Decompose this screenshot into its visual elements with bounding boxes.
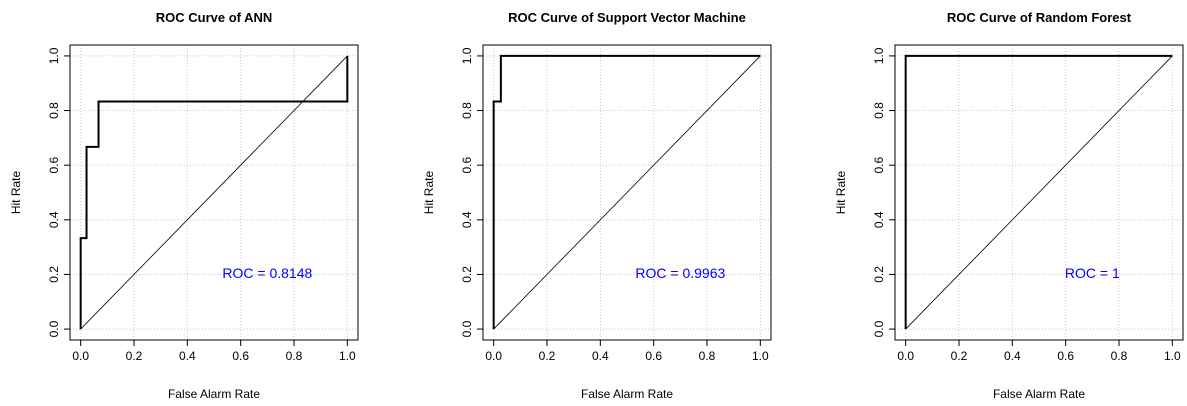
- roc-curve: [79, 55, 349, 330]
- chart-title: ROC Curve of ANN: [156, 10, 273, 25]
- x-tick-label: 1.0: [339, 349, 356, 363]
- x-tick-label: 0.0: [897, 349, 914, 363]
- x-tick-label: 0.8: [699, 349, 716, 363]
- diagonal-line: [80, 55, 348, 330]
- y-tick-label: 0.0: [47, 320, 61, 337]
- y-axis-label: Hit Rate: [834, 171, 848, 215]
- plot-frame: [69, 44, 359, 341]
- x-axis-label: False Alarm Rate: [581, 387, 673, 401]
- y-axis-label: Hit Rate: [422, 171, 436, 215]
- chart-title: ROC Curve of Support Vector Machine: [508, 10, 746, 25]
- roc-annotation: ROC = 0.8148: [222, 265, 312, 281]
- y-tick-label: 0.6: [872, 157, 886, 174]
- x-tick-label: 0.8: [286, 349, 303, 363]
- x-tick-label: 0.4: [179, 349, 196, 363]
- x-tick-label: 0.2: [951, 349, 968, 363]
- roc-annotation: ROC = 0.9963: [635, 265, 725, 281]
- x-tick-label: 0.8: [1111, 349, 1128, 363]
- x-tick-label: 1.0: [1164, 349, 1181, 363]
- x-tick-label: 0.2: [126, 349, 143, 363]
- y-tick-label: 0.4: [872, 211, 886, 228]
- y-tick-label: 0.6: [460, 157, 474, 174]
- roc-curve: [492, 54, 761, 330]
- x-tick-label: 0.6: [645, 349, 662, 363]
- diagonal-line: [905, 55, 1173, 330]
- x-tick-label: 0.6: [232, 349, 249, 363]
- x-axis-label: False Alarm Rate: [168, 387, 260, 401]
- roc-annotation: ROC = 1: [1065, 265, 1120, 281]
- y-tick-label: 0.8: [47, 102, 61, 119]
- y-tick-label: 0.2: [47, 266, 61, 283]
- y-tick-label: 0.4: [460, 211, 474, 228]
- y-tick-label: 0.2: [460, 266, 474, 283]
- y-tick-label: 1.0: [47, 47, 61, 64]
- y-axis-label: Hit Rate: [9, 171, 23, 215]
- x-tick-label: 0.4: [592, 349, 609, 363]
- y-tick-label: 0.6: [47, 157, 61, 174]
- x-tick-label: 1.0: [752, 349, 769, 363]
- x-tick-label: 0.4: [1004, 349, 1021, 363]
- y-tick-label: 0.0: [872, 320, 886, 337]
- y-tick-label: 0.8: [460, 102, 474, 119]
- diagonal-line: [493, 55, 761, 330]
- y-tick-label: 0.8: [872, 102, 886, 119]
- plot-frame: [482, 44, 772, 341]
- chart-title: ROC Curve of Random Forest: [947, 10, 1132, 25]
- y-tick-label: 1.0: [872, 47, 886, 64]
- x-tick-label: 0.2: [539, 349, 556, 363]
- y-tick-label: 0.4: [47, 211, 61, 228]
- x-tick-label: 0.6: [1057, 349, 1074, 363]
- roc-curve: [904, 54, 1173, 330]
- y-tick-label: 1.0: [460, 47, 474, 64]
- plot-frame: [894, 44, 1184, 341]
- y-tick-label: 0.2: [872, 266, 886, 283]
- x-axis-label: False Alarm Rate: [993, 387, 1085, 401]
- x-tick-label: 0.0: [72, 349, 89, 363]
- x-tick-label: 0.0: [485, 349, 502, 363]
- y-tick-label: 0.0: [460, 320, 474, 337]
